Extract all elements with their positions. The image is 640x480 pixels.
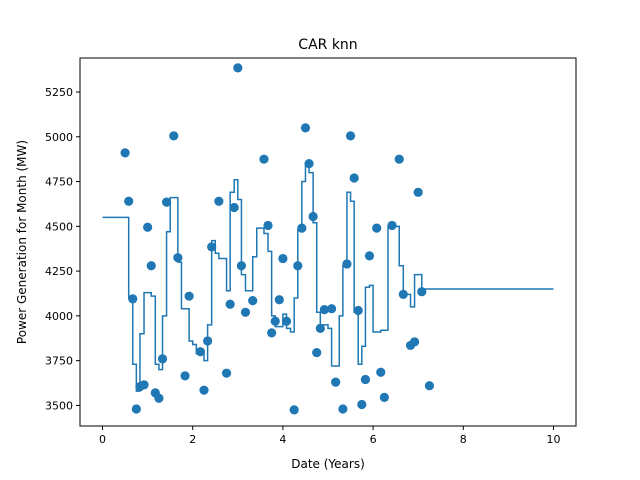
x-tick-label: 4 bbox=[279, 433, 286, 446]
scatter-point bbox=[300, 123, 311, 133]
scatter-point bbox=[173, 253, 183, 263]
scatter-point bbox=[229, 202, 239, 213]
scatter-point bbox=[357, 399, 367, 410]
scatter-point bbox=[143, 222, 153, 232]
scatter-point bbox=[161, 197, 172, 207]
scatter-point bbox=[349, 173, 359, 183]
x-tick-label: 2 bbox=[189, 433, 196, 446]
scatter-point bbox=[376, 367, 386, 377]
x-axis-label: Date (Years) bbox=[291, 457, 365, 471]
scatter-point bbox=[360, 374, 371, 385]
y-tick-label: 5000 bbox=[45, 131, 73, 144]
scatter-point bbox=[394, 154, 404, 164]
x-tick-label: 0 bbox=[99, 433, 106, 446]
scatter-point bbox=[124, 196, 134, 206]
scatter-point bbox=[131, 404, 141, 414]
scatter-point bbox=[278, 253, 288, 264]
scatter-point bbox=[214, 196, 224, 206]
scatter-point bbox=[169, 131, 179, 141]
scatter-point bbox=[233, 63, 243, 73]
scatter-point bbox=[409, 337, 420, 347]
x-tick-label: 6 bbox=[370, 433, 377, 446]
axes-frame bbox=[79, 57, 577, 427]
scatter-point bbox=[146, 261, 156, 271]
scatter-point bbox=[199, 385, 209, 395]
y-tick-label: 4750 bbox=[45, 176, 73, 189]
scatter-point bbox=[398, 289, 408, 299]
scatter-point bbox=[180, 371, 190, 381]
scatter-point bbox=[207, 242, 217, 252]
scatter-point bbox=[319, 305, 329, 315]
scatter-point bbox=[157, 354, 168, 364]
scatter-point bbox=[248, 296, 258, 306]
scatter-point bbox=[304, 159, 314, 169]
scatter-point bbox=[263, 220, 273, 231]
scatter-point bbox=[225, 299, 235, 309]
scatter-point bbox=[372, 223, 382, 233]
scatter-point bbox=[236, 261, 247, 271]
scatter-point bbox=[315, 323, 325, 333]
scatter-point bbox=[270, 316, 280, 326]
scatter-point bbox=[259, 154, 269, 164]
scatter-point bbox=[413, 187, 423, 197]
scatter-point bbox=[387, 220, 397, 231]
scatter-point bbox=[195, 347, 205, 357]
scatter-point bbox=[331, 377, 341, 387]
scatter-point bbox=[240, 307, 251, 317]
scatter-point bbox=[289, 405, 299, 415]
scatter-point bbox=[221, 368, 232, 378]
scatter-point bbox=[184, 291, 194, 301]
scatter-point bbox=[267, 328, 277, 338]
x-tick-label: 10 bbox=[546, 433, 560, 446]
scatter-point bbox=[364, 251, 375, 261]
scatter-point bbox=[342, 259, 352, 269]
scatter-point bbox=[128, 294, 138, 304]
scatter-point bbox=[139, 380, 149, 390]
scatter-point bbox=[281, 316, 292, 326]
scatter-point bbox=[379, 392, 389, 402]
scatter-point bbox=[353, 305, 363, 316]
y-tick-label: 4500 bbox=[45, 220, 73, 233]
scatter-point bbox=[297, 223, 307, 233]
scatter-point bbox=[154, 393, 164, 403]
scatter-point bbox=[274, 295, 284, 305]
scatter-point bbox=[308, 211, 318, 222]
y-tick-label: 4250 bbox=[45, 265, 73, 278]
scatter-point bbox=[345, 131, 356, 141]
scatter-point bbox=[203, 336, 213, 346]
scatter-point bbox=[327, 304, 337, 314]
scatter-point bbox=[417, 287, 427, 297]
x-axis: 0 2 4 6 8 10 bbox=[99, 426, 560, 446]
scatter-point bbox=[120, 148, 130, 158]
scatter-point bbox=[424, 381, 435, 391]
plot-area bbox=[102, 63, 554, 415]
series-line-0 bbox=[102, 162, 554, 392]
x-tick-label: 8 bbox=[460, 433, 467, 446]
scatter-point bbox=[338, 404, 348, 414]
y-axis: 3500 3750 4000 4250 4500 4750 5000 5250 bbox=[45, 86, 80, 412]
y-tick-label: 3750 bbox=[45, 355, 73, 368]
y-tick-label: 3500 bbox=[45, 399, 73, 412]
scatter-point bbox=[312, 347, 322, 358]
y-tick-label: 5250 bbox=[45, 86, 73, 99]
y-tick-label: 4000 bbox=[45, 310, 73, 323]
chart-title: CAR knn bbox=[298, 37, 357, 53]
y-axis-label: Power Generation for Month (MW) bbox=[15, 140, 29, 344]
scatter-point bbox=[293, 261, 303, 271]
